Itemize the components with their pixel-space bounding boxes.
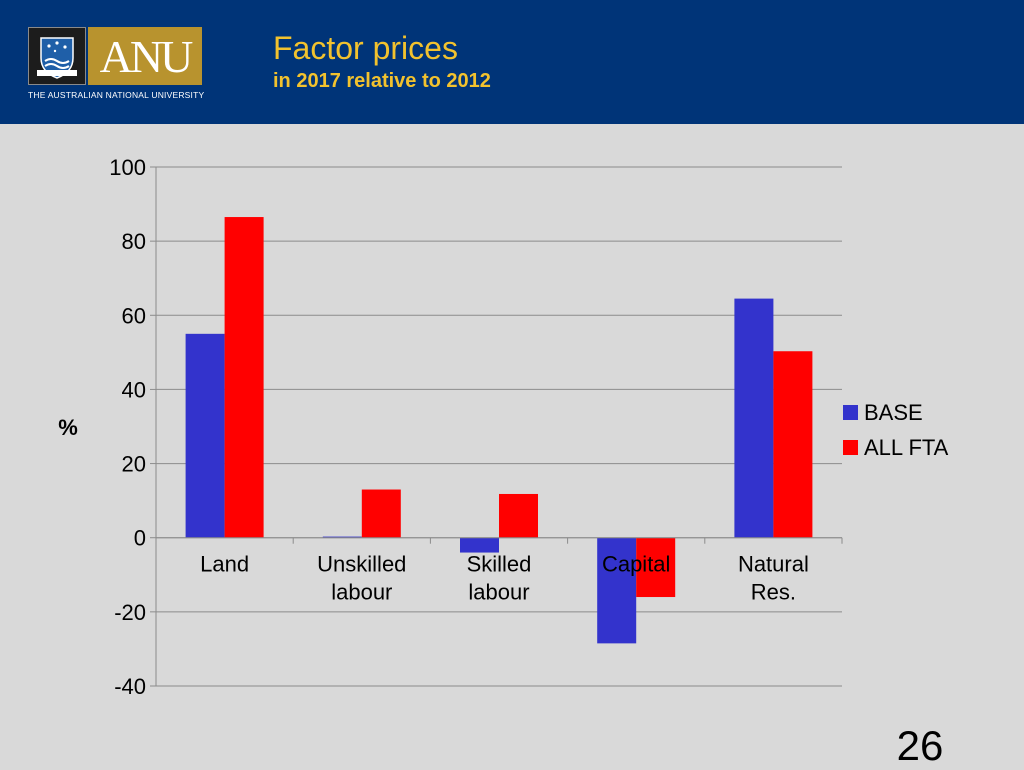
- y-tick-label: 0: [134, 526, 146, 551]
- bar-base-4: [734, 298, 774, 538]
- anu-crest-icon: [28, 27, 86, 85]
- category-label: Land: [200, 552, 249, 577]
- legend-label: ALL FTA: [864, 435, 949, 460]
- bars: [185, 217, 813, 644]
- bar-all-fta-2: [499, 493, 538, 538]
- category-label-line: Res.: [751, 580, 796, 605]
- bar-all-fta-1: [361, 489, 401, 538]
- bar-all-fta-3: [636, 537, 676, 598]
- bar-base-3: [597, 537, 637, 644]
- bar-base-1: [322, 536, 362, 538]
- y-tick-labels: -40 -20 0 20 40 60 80 100: [109, 155, 146, 699]
- header-banner: ANU THE AUSTRALIAN NATIONAL UNIVERSITY F…: [0, 0, 1024, 124]
- slide-subtitle: in 2017 relative to 2012: [273, 70, 491, 92]
- y-tick-label: -20: [114, 600, 146, 625]
- bar-all-fta-0: [224, 217, 264, 538]
- legend-swatch: [843, 440, 858, 455]
- category-label-line: Natural: [738, 552, 809, 577]
- category-label-line: Capital: [602, 552, 670, 577]
- y-tick-label: 100: [109, 155, 146, 180]
- y-tick-label: -40: [114, 674, 146, 699]
- legend-swatch: [843, 405, 858, 420]
- category-label-line: Land: [200, 552, 249, 577]
- axes: [155, 167, 843, 686]
- category-label: Capital: [602, 552, 670, 577]
- bar-all-fta-4: [773, 351, 813, 538]
- category-label: Unskilled labour: [317, 552, 406, 605]
- category-label: Skilled labour: [467, 552, 532, 605]
- page-number: 26: [896, 722, 944, 769]
- y-tick-label: 20: [122, 452, 146, 477]
- y-tick-label: 80: [122, 229, 146, 254]
- y-tick-label: 60: [122, 303, 146, 328]
- anu-logo-wordmark: ANU: [88, 27, 202, 85]
- category-label-line: labour: [468, 580, 529, 605]
- category-label-line: labour: [331, 580, 392, 605]
- legend: BASE ALL FTA: [843, 400, 949, 460]
- bar-base-0: [185, 333, 225, 538]
- slide-title: Factor prices: [273, 30, 458, 66]
- category-label-line: Unskilled: [317, 552, 406, 577]
- university-name: THE AUSTRALIAN NATIONAL UNIVERSITY: [28, 90, 205, 100]
- category-label-line: Skilled: [467, 552, 532, 577]
- category-label: Natural Res.: [738, 552, 809, 605]
- y-tick-label: 40: [122, 377, 146, 402]
- y-axis-label: %: [58, 415, 78, 440]
- category-labels: Land Unskilled labour Skilled labour Capital N…: [200, 552, 809, 605]
- legend-label: BASE: [864, 400, 923, 425]
- bar-base-2: [460, 537, 499, 553]
